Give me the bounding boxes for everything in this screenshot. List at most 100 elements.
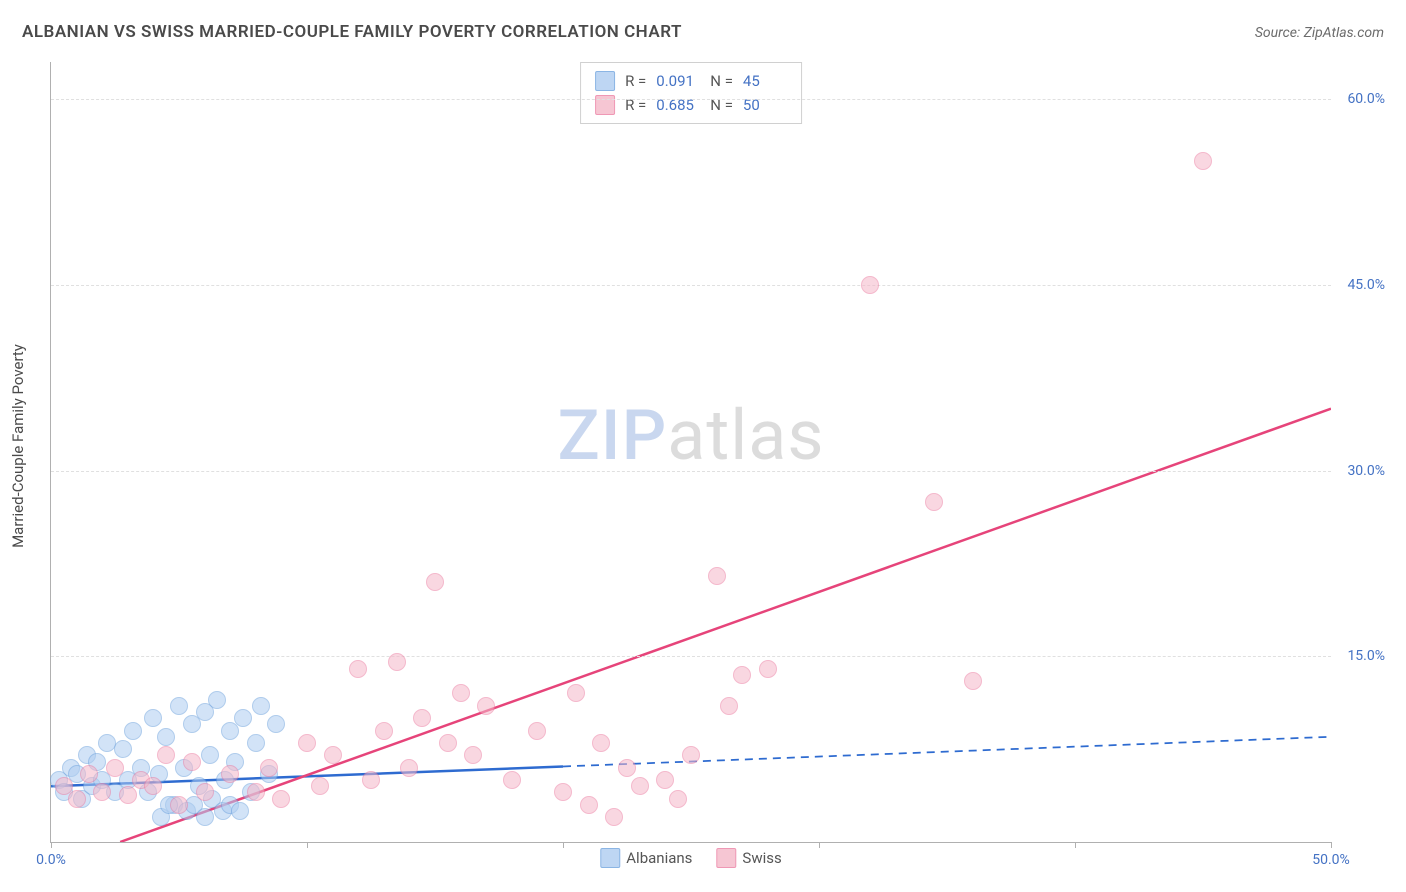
x-tick: [1075, 842, 1076, 848]
stats-row: R =0.685N =50: [595, 93, 787, 117]
scatter-point: [439, 734, 457, 752]
scatter-point: [272, 790, 290, 808]
y-axis-label: Married-Couple Family Poverty: [9, 344, 27, 548]
stat-n-value: 45: [743, 72, 787, 90]
scatter-point: [567, 684, 585, 702]
scatter-point: [580, 796, 598, 814]
scatter-point: [93, 783, 111, 801]
scatter-point: [426, 573, 444, 591]
y-tick-label: 60.0%: [1347, 91, 1385, 107]
legend-swatch: [716, 848, 736, 868]
scatter-point: [144, 777, 162, 795]
x-tick: [1331, 842, 1332, 848]
scatter-point: [231, 802, 249, 820]
scatter-point: [114, 740, 132, 758]
scatter-point: [68, 790, 86, 808]
scatter-point: [124, 722, 142, 740]
scatter-point: [388, 653, 406, 671]
scatter-point: [247, 734, 265, 752]
scatter-point: [349, 660, 367, 678]
x-tick: [307, 842, 308, 848]
scatter-point: [157, 728, 175, 746]
legend-swatch: [600, 848, 620, 868]
scatter-point: [221, 765, 239, 783]
scatter-point: [183, 753, 201, 771]
x-tick: [819, 842, 820, 848]
scatter-point: [170, 796, 188, 814]
scatter-point: [708, 567, 726, 585]
scatter-point: [375, 722, 393, 740]
scatter-point: [260, 759, 278, 777]
scatter-point: [618, 759, 636, 777]
scatter-point: [311, 777, 329, 795]
x-tick: [563, 842, 564, 848]
scatter-point: [252, 697, 270, 715]
scatter-point: [682, 746, 700, 764]
x-tick-label: 50.0%: [1312, 852, 1350, 868]
scatter-point: [720, 697, 738, 715]
scatter-point: [528, 722, 546, 740]
source-label: Source: ZipAtlas.com: [1255, 25, 1384, 41]
gridline: [51, 471, 1331, 472]
legend-swatch: [595, 71, 615, 91]
scatter-point: [733, 666, 751, 684]
scatter-point: [759, 660, 777, 678]
stat-r-label: R =: [625, 72, 646, 90]
stat-r-value: 0.091: [656, 72, 700, 90]
watermark-atlas: atlas: [667, 395, 824, 477]
watermark-zip: ZIP: [558, 395, 668, 477]
scatter-point: [362, 771, 380, 789]
series-legend: Albanians Swiss: [600, 848, 781, 868]
y-tick-label: 45.0%: [1347, 277, 1385, 293]
scatter-point: [170, 697, 188, 715]
scatter-point: [669, 790, 687, 808]
gridline: [51, 285, 1331, 286]
legend-label: Albanians: [626, 849, 692, 867]
stat-n-label: N =: [710, 72, 733, 90]
legend-swatch: [595, 95, 615, 115]
y-tick-label: 30.0%: [1347, 463, 1385, 479]
scatter-point: [592, 734, 610, 752]
scatter-point: [247, 783, 265, 801]
chart-title: ALBANIAN VS SWISS MARRIED-COUPLE FAMILY …: [22, 22, 682, 42]
legend-item: Swiss: [716, 848, 781, 868]
scatter-point: [144, 709, 162, 727]
watermark: ZIPatlas: [558, 395, 825, 477]
scatter-point: [631, 777, 649, 795]
legend-label: Swiss: [742, 849, 781, 867]
scatter-point: [157, 746, 175, 764]
scatter-point: [452, 684, 470, 702]
plot-area: ZIPatlas R =0.091N =45R =0.685N =50 Alba…: [50, 62, 1331, 843]
stats-legend: R = 0.091 N = 45 R =0.685N =50: [580, 62, 802, 124]
x-tick: [51, 842, 52, 848]
scatter-point: [298, 734, 316, 752]
scatter-point: [208, 691, 226, 709]
scatter-point: [1194, 152, 1212, 170]
scatter-point: [196, 808, 214, 826]
scatter-point: [196, 783, 214, 801]
scatter-point: [503, 771, 521, 789]
scatter-point: [106, 759, 124, 777]
scatter-point: [413, 709, 431, 727]
stats-row: R = 0.091 N = 45: [595, 69, 787, 93]
scatter-point: [605, 808, 623, 826]
y-tick-label: 15.0%: [1347, 648, 1385, 664]
scatter-point: [119, 786, 137, 804]
gridline: [51, 99, 1331, 100]
scatter-point: [964, 672, 982, 690]
scatter-point: [201, 746, 219, 764]
scatter-point: [400, 759, 418, 777]
scatter-point: [80, 765, 98, 783]
scatter-point: [464, 746, 482, 764]
scatter-point: [324, 746, 342, 764]
title-bar: ALBANIAN VS SWISS MARRIED-COUPLE FAMILY …: [22, 22, 1384, 42]
x-tick-label: 0.0%: [36, 852, 66, 868]
gridline: [51, 656, 1331, 657]
legend-item: Albanians: [600, 848, 692, 868]
scatter-point: [267, 715, 285, 733]
scatter-point: [234, 709, 252, 727]
scatter-point: [925, 493, 943, 511]
scatter-point: [861, 276, 879, 294]
scatter-point: [554, 783, 572, 801]
scatter-point: [477, 697, 495, 715]
